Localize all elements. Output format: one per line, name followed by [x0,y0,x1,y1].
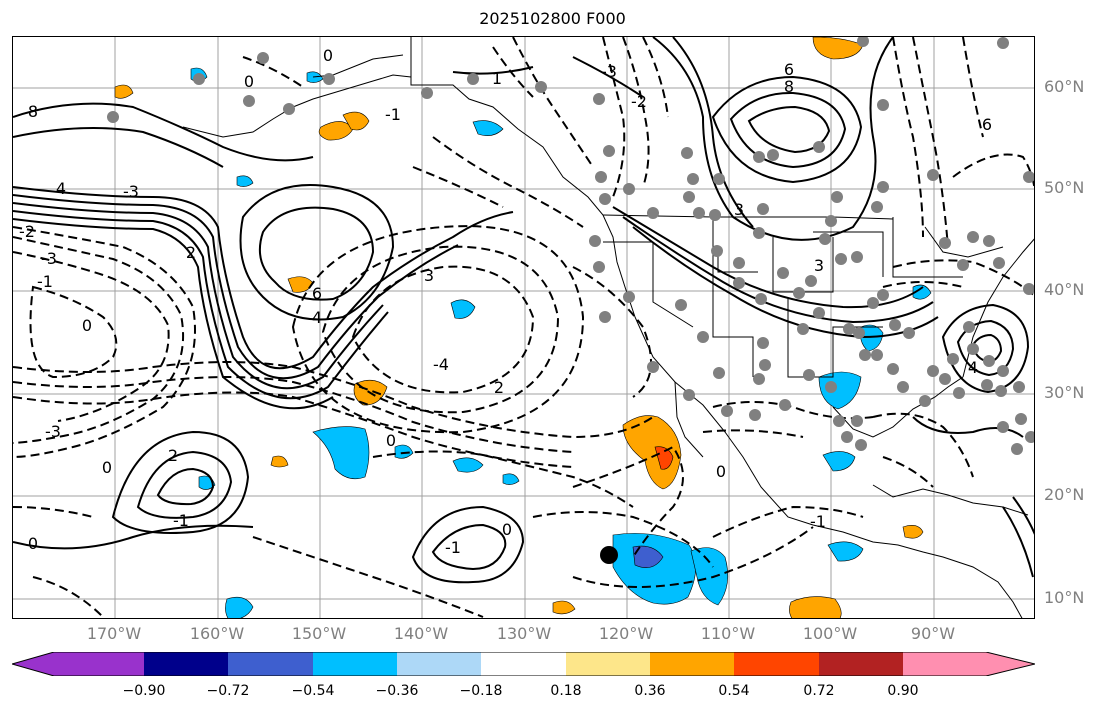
contour-label: -1 [445,538,461,557]
colorbar-tick: 0.90 [887,683,919,699]
colorbar-cell [12,652,144,676]
map-canvas: 0 1 8 4 6 8 -3 -2 -1 0 4 6 3 -3 -4 2 -3 … [13,37,1034,618]
lon-label-140w: 140°W [393,624,449,643]
contour-label: 3 [734,200,744,219]
colorbar-tick: −0.18 [459,683,503,699]
contour-label: 4 [56,179,66,198]
contour-label: -1 [810,512,826,531]
lat-label-50n: 50°N [1044,178,1085,197]
lon-label-100w: 100°W [802,624,858,643]
contour-label: -2 [631,92,647,111]
colorbar-tick: −0.72 [206,683,250,699]
colorbar-cell [481,652,566,676]
colorbar-cell [734,652,819,676]
colorbar-tick: 0.36 [634,683,666,699]
contour-label: -3 [45,422,61,441]
contour-label: 8 [28,102,38,121]
contour-label: 0 [716,462,726,481]
colorbar-tick: 0.54 [718,683,750,699]
dashed-contours [13,37,1034,618]
contour-label: 3 [814,256,824,275]
contour-label: 3 [424,266,434,285]
lat-label-10n: 10°N [1044,588,1085,607]
colorbar-cell [144,652,228,676]
contour-label: 0 [386,431,396,450]
contour-label: 0 [102,458,112,477]
contour-label: 2 [186,243,196,262]
contour-label: 0 [82,316,92,335]
lat-label-60n: 60°N [1044,77,1085,96]
coastlines [182,37,1034,618]
contour-label: -1 [173,511,189,530]
contour-label: 1 [492,69,502,88]
colorbar-tick: 0.72 [803,683,835,699]
lat-label-30n: 30°N [1044,383,1085,402]
lat-label-40n: 40°N [1044,280,1085,299]
lon-label-110w: 110°W [700,624,756,643]
contour-label: -4 [433,355,449,374]
contour-label: -3 [601,62,617,81]
lon-label-170w: 170°W [86,624,142,643]
contour-label: -2 [19,222,35,241]
lon-label-150w: 150°W [291,624,347,643]
contour-label: 4 [968,358,978,377]
contour-label: -3 [41,249,57,268]
contour-label: -3 [123,182,139,201]
contour-label: 0 [244,72,254,91]
contour-label: 4 [312,308,322,327]
colorbar-cell [819,652,903,676]
lon-label-160w: 160°W [189,624,245,643]
colorbar-tick: 0.18 [550,683,582,699]
contour-label: 8 [784,77,794,96]
contour-labels: 0 1 8 4 6 8 -3 -2 -1 0 4 6 3 -3 -4 2 -3 … [19,46,992,557]
map-title: 2025102800 F000 [479,9,626,28]
contour-label: 2 [494,378,504,397]
solid-contours [13,37,1034,584]
contour-label: 6 [982,115,992,134]
colorbar-cell [228,652,313,676]
colorbar-cell [566,652,650,676]
map-panel[interactable]: 0 1 8 4 6 8 -3 -2 -1 0 4 6 3 -3 -4 2 -3 … [12,36,1035,619]
colorbar-cell [397,652,481,676]
colorbar-tick: −0.54 [291,683,335,699]
lon-label-90w: 90°W [910,624,956,643]
lon-label-120w: 120°W [598,624,654,643]
contour-label: 6 [784,60,794,79]
contour-label: 2 [168,446,178,465]
contour-label: 0 [28,534,38,553]
contour-label: 0 [323,46,333,65]
contour-label: 6 [312,284,322,303]
storm-marker-icon[interactable] [600,546,618,564]
lon-label-130w: 130°W [496,624,552,643]
colorbar-tick: −0.90 [122,683,166,699]
contour-label: 0 [502,520,512,539]
colorbar [12,652,1035,676]
station-dots [107,37,1034,455]
colorbar-cell [313,652,397,676]
contour-label: -1 [385,105,401,124]
colorbar-cell [650,652,734,676]
lat-label-20n: 20°N [1044,485,1085,504]
colorbar-cell [903,652,1035,676]
colorbar-tick: −0.36 [375,683,419,699]
contour-label: -1 [37,272,53,291]
graticule [13,37,1034,618]
